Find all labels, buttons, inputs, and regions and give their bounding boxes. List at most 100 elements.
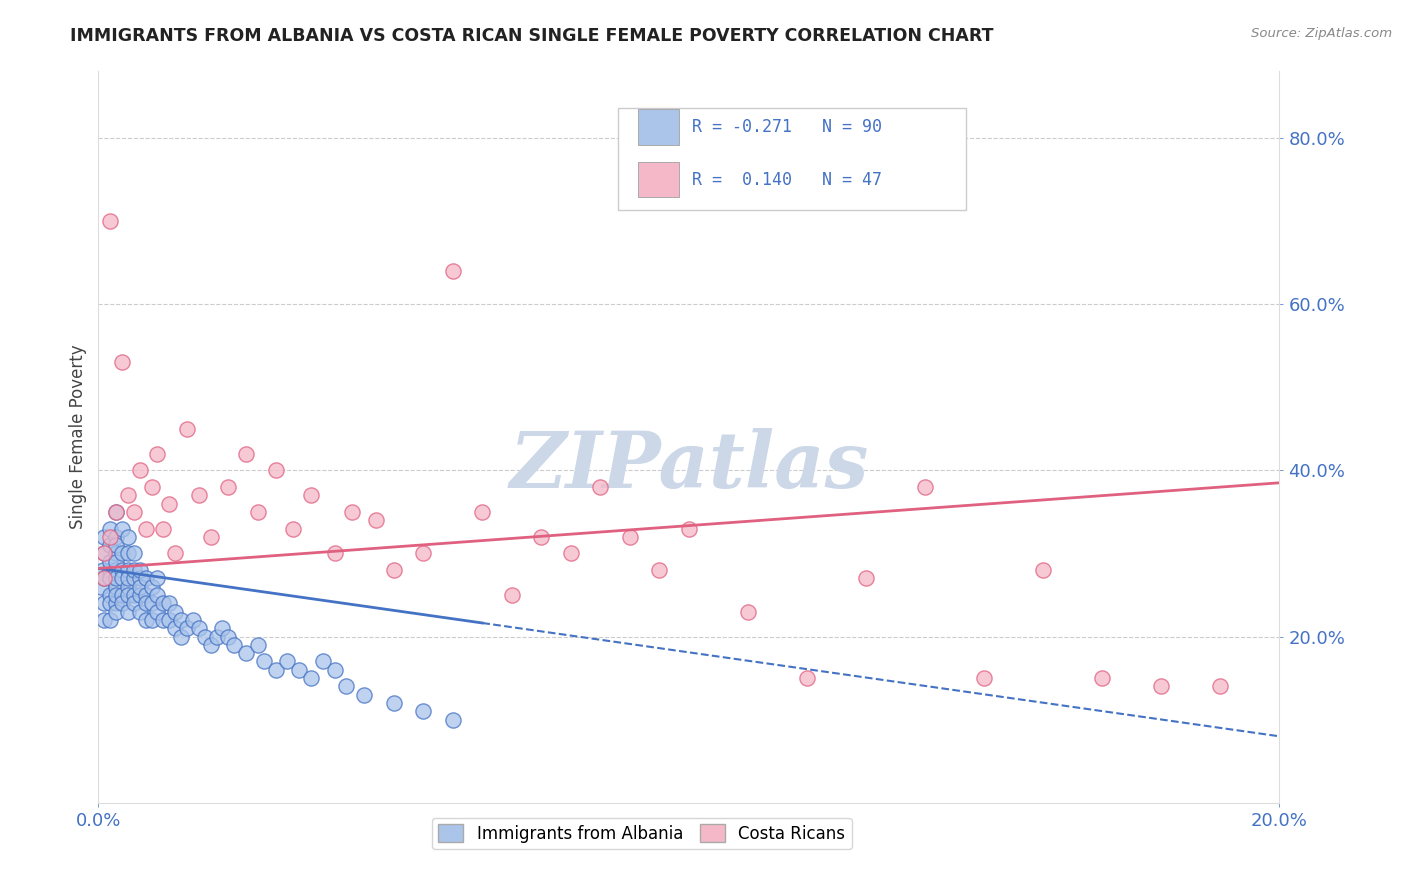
Point bbox=[93, 613, 115, 627]
Point bbox=[128, 463, 150, 477]
Point bbox=[335, 680, 357, 694]
Point bbox=[471, 505, 494, 519]
Point bbox=[105, 555, 128, 569]
Point bbox=[117, 571, 139, 585]
Point bbox=[122, 563, 145, 577]
FancyBboxPatch shape bbox=[619, 108, 966, 211]
Point bbox=[105, 546, 128, 560]
Point bbox=[264, 463, 287, 477]
Point bbox=[152, 613, 174, 627]
Point bbox=[93, 571, 115, 585]
Point bbox=[170, 630, 193, 644]
Bar bbox=[638, 162, 679, 197]
Point bbox=[117, 605, 139, 619]
Point bbox=[205, 630, 228, 644]
Point bbox=[93, 571, 115, 585]
Point bbox=[128, 563, 150, 577]
Point bbox=[117, 488, 139, 502]
Point bbox=[105, 596, 128, 610]
Point bbox=[855, 571, 877, 585]
Point bbox=[98, 538, 121, 552]
Point bbox=[353, 688, 375, 702]
Point bbox=[157, 613, 180, 627]
Point bbox=[288, 663, 311, 677]
Point bbox=[382, 696, 405, 710]
Point bbox=[299, 488, 322, 502]
Point bbox=[146, 605, 169, 619]
Point bbox=[323, 663, 346, 677]
Point bbox=[194, 630, 217, 644]
Point bbox=[128, 571, 150, 585]
Point bbox=[93, 546, 115, 560]
Point bbox=[93, 596, 115, 610]
Point bbox=[122, 588, 145, 602]
Point bbox=[382, 563, 405, 577]
Point bbox=[117, 580, 139, 594]
Point bbox=[364, 513, 387, 527]
Point bbox=[128, 580, 150, 594]
Point bbox=[135, 613, 157, 627]
Point bbox=[111, 521, 134, 535]
Point bbox=[412, 705, 434, 719]
Point bbox=[135, 571, 157, 585]
Point bbox=[441, 713, 464, 727]
Point bbox=[135, 521, 157, 535]
Point bbox=[146, 571, 169, 585]
Point bbox=[117, 530, 139, 544]
Point bbox=[441, 264, 464, 278]
Point bbox=[224, 638, 246, 652]
Point bbox=[342, 505, 364, 519]
Point bbox=[264, 663, 287, 677]
Text: R =  0.140   N = 47: R = 0.140 N = 47 bbox=[693, 170, 883, 188]
Text: ZIPatlas: ZIPatlas bbox=[509, 428, 869, 505]
Point bbox=[122, 571, 145, 585]
Point bbox=[98, 530, 121, 544]
Point bbox=[111, 588, 134, 602]
Legend: Immigrants from Albania, Costa Ricans: Immigrants from Albania, Costa Ricans bbox=[432, 818, 852, 849]
Point bbox=[1209, 680, 1232, 694]
Point bbox=[98, 596, 121, 610]
Point bbox=[105, 538, 128, 552]
Point bbox=[165, 605, 187, 619]
Point bbox=[135, 588, 157, 602]
Point bbox=[165, 621, 187, 635]
Point bbox=[181, 613, 204, 627]
Point bbox=[122, 505, 145, 519]
Point bbox=[217, 630, 239, 644]
Point bbox=[187, 621, 209, 635]
Point bbox=[111, 596, 134, 610]
Point bbox=[1091, 671, 1114, 685]
Point bbox=[98, 214, 121, 228]
Point bbox=[170, 613, 193, 627]
Point bbox=[796, 671, 818, 685]
Point bbox=[235, 646, 257, 660]
Point bbox=[246, 505, 269, 519]
Point bbox=[152, 521, 174, 535]
Point bbox=[560, 546, 582, 560]
Point bbox=[111, 563, 134, 577]
Point bbox=[98, 588, 121, 602]
Point bbox=[146, 447, 169, 461]
Point bbox=[187, 488, 209, 502]
Point bbox=[128, 588, 150, 602]
Point bbox=[323, 546, 346, 560]
Point bbox=[117, 588, 139, 602]
Point bbox=[98, 613, 121, 627]
Text: Source: ZipAtlas.com: Source: ZipAtlas.com bbox=[1251, 27, 1392, 40]
Point bbox=[165, 546, 187, 560]
Point bbox=[105, 505, 128, 519]
Point bbox=[90, 580, 112, 594]
Point bbox=[105, 580, 128, 594]
Point bbox=[530, 530, 553, 544]
Point bbox=[200, 638, 222, 652]
Text: R = -0.271   N = 90: R = -0.271 N = 90 bbox=[693, 118, 883, 136]
Point bbox=[93, 530, 115, 544]
Point bbox=[141, 613, 163, 627]
Point bbox=[141, 596, 163, 610]
Point bbox=[105, 563, 128, 577]
Point bbox=[141, 480, 163, 494]
Point bbox=[1150, 680, 1173, 694]
Point bbox=[973, 671, 995, 685]
Point bbox=[91, 563, 114, 577]
Point bbox=[128, 605, 150, 619]
